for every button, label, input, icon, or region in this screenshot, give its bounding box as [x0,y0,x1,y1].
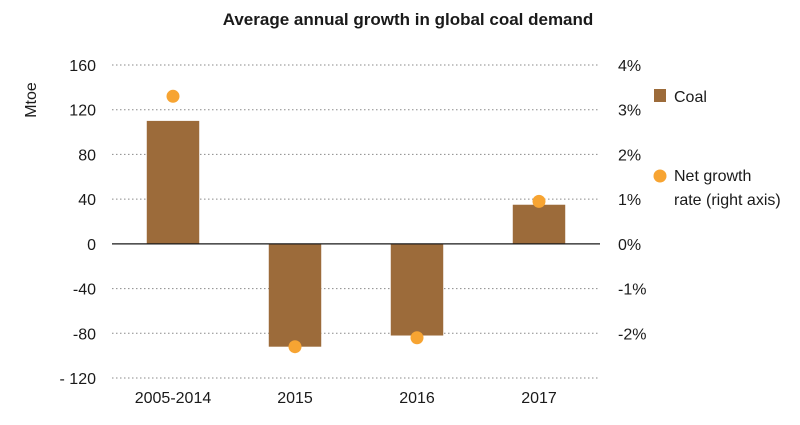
category-label: 2016 [399,390,435,407]
y-tick-label: 0 [87,237,96,254]
y2-tick-label: 4% [618,58,641,75]
category-label: 2017 [521,390,557,407]
y2-tick-label: 2% [618,147,641,164]
legend-swatch-net-growth [653,169,667,183]
legend-swatch-coal [654,89,666,102]
y2-tick-label: 3% [618,103,641,120]
legend: Coal Net growth rate (right axis) [653,89,781,209]
marker-2005-2014 [166,89,180,103]
legend-label-net-growth: rate (right axis) [674,192,781,209]
bar-2005-2014 [146,120,200,244]
y-tick-label: 80 [78,147,96,164]
y-tick-label: - 120 [60,371,97,388]
y2-tick-label: -1% [618,282,646,299]
y-axis-ticks: 160 120 80 40 0 -40 -80 - 120 [60,58,97,388]
y2-tick-label: 0% [618,237,641,254]
legend-label-coal: Coal [674,89,707,106]
y-tick-label: 40 [78,192,96,209]
y2-tick-label: 1% [618,192,641,209]
bar-2015 [268,243,322,347]
legend-label-net-growth: Net growth [674,168,751,185]
x-axis-categories: 2005-2014 2015 2016 2017 [135,390,557,407]
marker-2016 [410,331,424,345]
y-tick-label: -80 [73,326,96,343]
y-tick-label: 160 [69,58,96,75]
y-tick-label: 120 [69,103,96,120]
y-axis-title: Mtoe [23,82,40,118]
bar-2016 [390,243,444,336]
marker-2015 [288,340,302,354]
category-label: 2005-2014 [135,390,212,407]
markers [166,89,546,354]
y-tick-label: -40 [73,282,96,299]
y2-tick-label: -2% [618,326,646,343]
category-label: 2015 [277,390,313,407]
chart-title: Average annual growth in global coal dem… [223,10,594,29]
bars [146,120,566,347]
marker-2017 [532,194,546,208]
bar-2017 [512,204,566,244]
y2-axis-ticks: 4% 3% 2% 1% 0% -1% -2% [618,58,646,343]
